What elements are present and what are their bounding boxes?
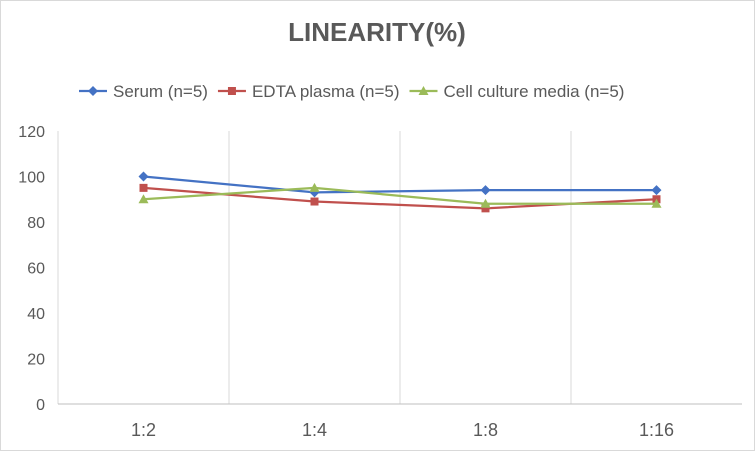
x-tick-label: 1:16 — [639, 420, 674, 440]
legend-item-3: Cell culture media (n=5) — [409, 82, 625, 101]
y-tick-label: 80 — [27, 215, 45, 232]
legend-marker — [88, 86, 98, 96]
y-tick-label: 60 — [27, 261, 45, 278]
series-2-point — [310, 197, 319, 206]
legend-item-2: EDTA plasma (n=5) — [217, 82, 400, 101]
series-3-line — [143, 186, 657, 205]
series-3-point — [138, 194, 149, 204]
series-layer — [138, 171, 662, 213]
legend-marker — [418, 86, 429, 95]
series-1-point — [651, 185, 662, 196]
y-axis: 0 20 40 60 80 100 120 — [18, 124, 45, 414]
series-3-point — [480, 198, 491, 208]
series-3-point — [309, 182, 320, 192]
legend-item-1: Serum (n=5) — [79, 82, 208, 101]
series-1-point — [138, 171, 149, 182]
legend-label: EDTA plasma (n=5) — [252, 82, 400, 101]
legend-label: Serum (n=5) — [113, 82, 208, 101]
y-tick-label: 40 — [27, 306, 45, 323]
gridlines — [57, 131, 572, 404]
series-2-point — [139, 183, 148, 192]
y-tick-label: 20 — [27, 352, 45, 369]
y-tick-label: 120 — [18, 124, 45, 141]
series-1-point — [480, 185, 491, 196]
series-2-point — [481, 204, 490, 213]
y-tick-label: 0 — [36, 397, 45, 414]
legend-marker — [227, 87, 236, 95]
chart-title: LINEARITY(%) — [288, 17, 466, 47]
x-tick-label: 1:8 — [473, 420, 498, 440]
legend-label: Cell culture media (n=5) — [444, 82, 625, 101]
series-1-line — [143, 175, 657, 194]
x-tick-label: 1:4 — [302, 420, 327, 440]
y-tick-label: 100 — [18, 170, 45, 187]
series-3-point — [651, 198, 662, 208]
x-axis: 1:2 1:4 1:8 1:16 — [58, 403, 742, 440]
legend: Serum (n=5) EDTA plasma (n=5) Cell culture… — [79, 82, 624, 101]
x-tick-label: 1:2 — [131, 420, 156, 440]
